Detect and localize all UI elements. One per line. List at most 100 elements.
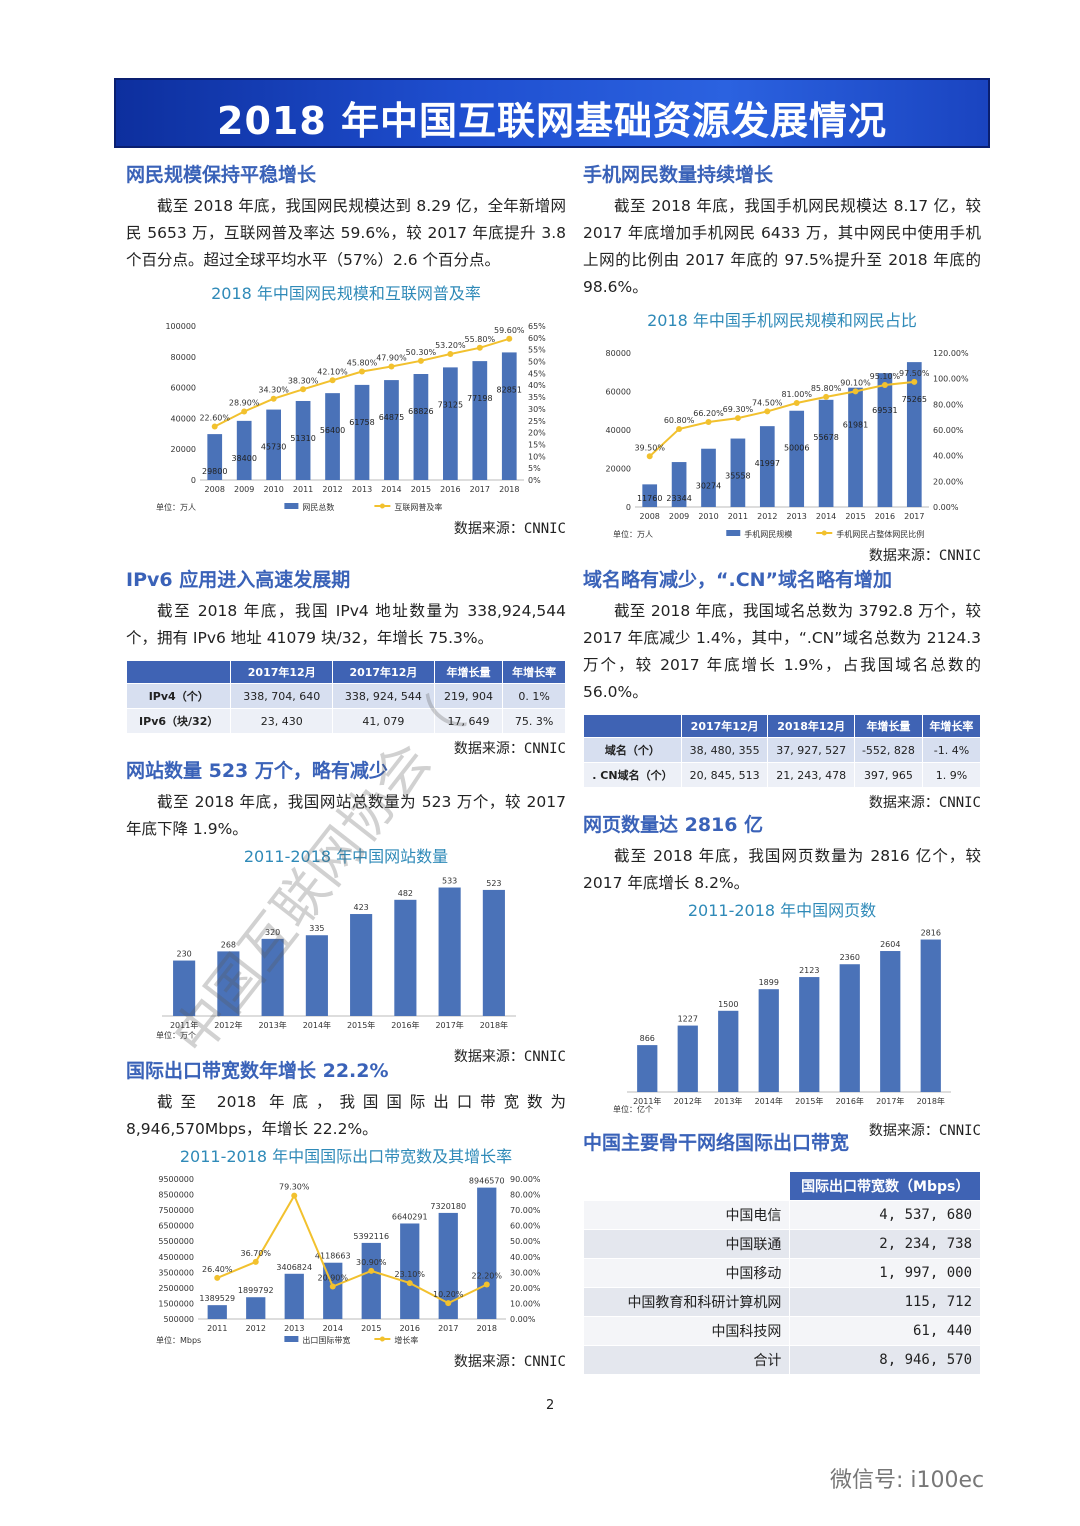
x-tick-label: 2018年 xyxy=(480,1020,508,1030)
bar xyxy=(472,361,488,480)
section-ipv6: IPv6 应用进入高速发展期 截至 2018 年底，我国 IPv4 地址数量为 … xyxy=(125,565,566,758)
x-tick-label: 2009 xyxy=(669,512,689,521)
page-title: 2018 年中国互联网基础资源发展情况 xyxy=(217,99,887,143)
x-tick-label: 2015 xyxy=(845,512,865,521)
section-heading: 网页数量达 2816 亿 xyxy=(583,814,764,836)
table-cell: 中国科技网 xyxy=(582,1316,791,1346)
bar xyxy=(818,399,834,507)
section-heading: 国际出口带宽数年增长 22.2% xyxy=(126,1060,389,1082)
line-point xyxy=(359,368,365,375)
line-point xyxy=(764,408,771,415)
table-cell: . CN域名（个） xyxy=(583,762,682,788)
table-cell: IPv6（块/32） xyxy=(125,708,232,734)
y2-tick-label: 60.00% xyxy=(933,426,964,435)
table-cell: 338, 704, 640 xyxy=(230,683,334,709)
table-cell: IPv4（个） xyxy=(125,683,232,709)
bar xyxy=(482,889,505,1016)
bar-value-label: 866 xyxy=(640,1034,655,1043)
line-point xyxy=(911,378,918,385)
bar xyxy=(438,1212,458,1319)
x-tick-label: 2016 xyxy=(440,485,460,494)
section-text: 截至 2018 年底，我国手机网民规模达 8.17 亿，较 2017 年底增加手… xyxy=(583,197,981,296)
table-header-cell: 2017年12月 xyxy=(230,660,334,684)
y-tick-label: 6500000 xyxy=(158,1222,194,1231)
y-tick-label: 9500000 xyxy=(158,1175,194,1184)
x-tick-label: 2010 xyxy=(263,485,283,494)
section-text: 截至 2018 年底，我国网页数量为 2816 亿个，较 2017 年底增长 8… xyxy=(583,847,981,892)
line-value-label: 69.30% xyxy=(723,405,754,414)
line-value-label: 79.30% xyxy=(279,1183,310,1192)
line-value-label: 26.40% xyxy=(202,1265,233,1274)
bar-value-label: 73125 xyxy=(438,400,463,409)
bar xyxy=(350,914,373,1016)
chart-title: 2011-2018 年中国国际出口带宽数及其增长率 xyxy=(179,1147,513,1166)
line-point xyxy=(483,1281,490,1288)
bar-value-label: 56400 xyxy=(320,426,345,435)
table-cell: 中国联通 xyxy=(582,1229,791,1259)
line-value-label: 39.50% xyxy=(634,443,665,452)
bar-value-label: 3406824 xyxy=(276,1263,312,1272)
bar xyxy=(677,1025,698,1092)
source-label: 数据来源：CNNIC xyxy=(868,1123,981,1139)
legend-label: 互联网普及率 xyxy=(394,502,442,512)
table-row: . CN域名（个） 20, 845, 513 21, 243, 478 397, 96… xyxy=(583,762,982,788)
table-cell: 37, 927, 527 xyxy=(767,737,855,763)
table-cell: 21, 243, 478 xyxy=(767,762,855,788)
table-cell: 域名（个） xyxy=(583,737,682,763)
x-tick-label: 2016年 xyxy=(836,1096,864,1106)
x-tick-label: 2017 xyxy=(904,512,924,521)
y2-tick-label: 60% xyxy=(528,334,546,343)
bar-value-label: 29800 xyxy=(202,467,227,476)
x-tick-label: 2015年 xyxy=(795,1096,823,1106)
line-point xyxy=(252,1258,259,1265)
table-row: IPv6（块/32） 23, 430 41, 079 17, 649 75. 3% xyxy=(125,708,566,734)
section-heading: 网民规模保持平稳增长 xyxy=(126,164,317,186)
bar xyxy=(173,960,196,1016)
y2-tick-label: 60.00% xyxy=(510,1222,541,1231)
table-header-cell: 年增长量 xyxy=(433,660,504,684)
x-tick-label: 2014 xyxy=(381,485,401,494)
y2-tick-label: 0.00% xyxy=(510,1315,536,1324)
y2-tick-label: 90.00% xyxy=(510,1175,541,1184)
bar xyxy=(261,938,284,1016)
table-header-cell: 2017年12月 xyxy=(332,660,435,684)
table-cell: 8, 946, 570 xyxy=(789,1345,981,1375)
section-heading: 手机网民数量持续增长 xyxy=(583,164,774,186)
y2-tick-label: 30.00% xyxy=(510,1268,541,1277)
line-value-label: 60.80% xyxy=(664,416,695,425)
chart-pages: 866 2011年 1227 2012年 1500 2013年 1899 2014年 2123 2… xyxy=(613,929,951,1114)
y-tick-label: 500000 xyxy=(163,1315,194,1324)
table-cell: 中国电信 xyxy=(582,1200,791,1230)
table-cell: 中国移动 xyxy=(582,1258,791,1288)
line-value-label: 66.20% xyxy=(693,409,724,418)
bar-value-label: 4118663 xyxy=(315,1252,351,1261)
line-value-label: 38.30% xyxy=(288,376,319,385)
table-header-cell xyxy=(582,1171,791,1201)
y-tick-label: 0 xyxy=(626,503,631,512)
bar xyxy=(789,410,805,507)
bar-value-label: 1500 xyxy=(718,1000,738,1009)
x-tick-label: 2012年 xyxy=(214,1020,242,1030)
y2-tick-label: 0.00% xyxy=(933,503,959,512)
x-tick-label: 2017年 xyxy=(876,1096,904,1106)
bar xyxy=(438,887,461,1016)
table-header-cell xyxy=(583,714,682,738)
bar-value-label: 50006 xyxy=(784,444,809,453)
y2-tick-label: 100.00% xyxy=(933,375,969,384)
section-domain: 域名略有减少，“.CN”域名略有增加 截至 2018 年底，我国域名总数为 37… xyxy=(583,565,982,812)
table-row: 域名（个） 38, 480, 355 37, 927, 527 -552, 828 -1… xyxy=(583,737,982,763)
line-value-label: 10.20% xyxy=(433,1290,464,1299)
bar-value-label: 45730 xyxy=(261,443,286,452)
source-label: 数据来源：CNNIC xyxy=(453,1354,566,1370)
line-point xyxy=(646,453,653,460)
y2-tick-label: 35% xyxy=(528,393,546,402)
bar xyxy=(759,426,775,507)
line-point xyxy=(241,408,248,415)
table-cell: 23, 430 xyxy=(230,708,334,734)
section-heading: 中国主要骨干网络国际出口带宽 xyxy=(583,1132,850,1154)
x-tick-label: 2015年 xyxy=(347,1020,375,1030)
section-text: 截至 2018 年底，我国 IPv4 地址数量为 338,924,544 个，拥… xyxy=(126,602,566,647)
section-text: 截至 2018 年底，我国国际出口带宽数为 8,946,570Mbps，年增长 … xyxy=(126,1093,566,1138)
bar-value-label: 423 xyxy=(353,903,368,912)
y2-tick-label: 70.00% xyxy=(510,1206,541,1215)
